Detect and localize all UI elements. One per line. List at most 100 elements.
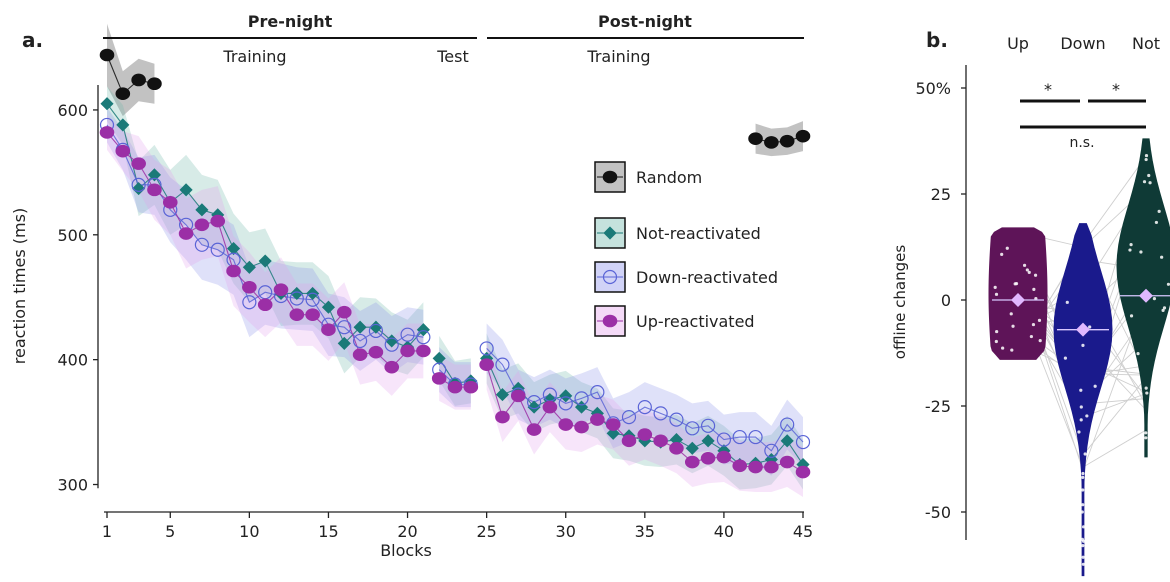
data-dot xyxy=(1081,471,1085,476)
post-night-label: Post-night xyxy=(598,12,692,31)
x-tick-label: 45 xyxy=(793,522,813,541)
up-reactivated-point xyxy=(447,380,463,394)
down-reactivated-point xyxy=(716,432,732,447)
x-tick-label: 15 xyxy=(318,522,338,541)
data-dot xyxy=(1065,300,1069,304)
up-reactivated-point xyxy=(574,420,589,434)
data-dot xyxy=(1011,324,1015,328)
down-reactivated-point xyxy=(590,385,605,400)
violin-y-axis-label: offline changes xyxy=(891,245,909,360)
up-reactivated-point xyxy=(669,442,684,455)
random-point xyxy=(795,129,811,143)
up-reactivated-point xyxy=(732,459,748,473)
not-reactivated-point xyxy=(290,286,304,301)
random-point xyxy=(147,77,162,91)
data-dot xyxy=(994,339,998,344)
not-reactivated-point xyxy=(321,300,336,314)
up-reactivated-point xyxy=(400,344,415,358)
violin-axes: 50% 25 0 -25 -50 Up Down Not xyxy=(915,34,1160,540)
not-reactivated-point xyxy=(337,336,351,350)
up-reactivated-point xyxy=(621,434,637,448)
data-dot xyxy=(1037,318,1042,322)
x-tick-label: 30 xyxy=(556,522,576,541)
random-line xyxy=(755,135,804,143)
data-dot xyxy=(1144,157,1148,162)
pre-night-training-label: Training xyxy=(222,47,286,66)
data-dot xyxy=(1139,250,1143,254)
violin-y-tick-label: 25 xyxy=(931,185,951,204)
phase-labels: Pre-night Post-night Training Test Training xyxy=(103,12,804,66)
down-reactivated-band xyxy=(486,323,803,476)
not-reactivated-point xyxy=(132,182,146,196)
sig-label-up-not: n.s. xyxy=(1069,135,1094,151)
x-tick-label: 40 xyxy=(714,522,734,541)
down-reactivated-point xyxy=(669,412,684,427)
panel-b-label: b. xyxy=(926,28,948,52)
up-reactivated-point xyxy=(305,308,320,322)
data-dot xyxy=(1005,246,1009,250)
up-reactivated-point xyxy=(416,344,431,358)
violin-y-tick-label: -25 xyxy=(925,397,951,416)
not-reactivated-point xyxy=(258,254,272,268)
data-dot xyxy=(1081,525,1086,529)
legend-item-not-reactivated: Not-reactivated xyxy=(594,217,761,249)
up-reactivated-point xyxy=(147,183,162,197)
data-dot xyxy=(1157,209,1161,213)
legend-marker xyxy=(602,314,618,328)
sig-label-down-not: * xyxy=(1112,80,1120,99)
up-reactivated-point xyxy=(242,280,257,294)
not-reactivated-point xyxy=(780,434,794,448)
down-reactivated-point xyxy=(653,406,668,421)
down-reactivated-point xyxy=(700,418,716,433)
data-dot xyxy=(1145,391,1149,395)
down-reactivated-point xyxy=(210,242,225,257)
up-reactivated-point xyxy=(479,358,494,371)
data-dot xyxy=(993,285,997,289)
violin-y-tick-label: 0 xyxy=(941,291,951,310)
data-dot xyxy=(1144,153,1149,158)
down-reactivated-point xyxy=(352,333,368,349)
significance-brackets: * * n.s. xyxy=(1020,80,1146,151)
down-reactivated-point xyxy=(637,400,652,415)
data-dot xyxy=(994,292,999,296)
not-reactivated-point xyxy=(147,168,162,182)
violin-y-tick-label: -50 xyxy=(925,503,951,522)
up-reactivated-point xyxy=(684,455,700,469)
x-axis-label: Blocks xyxy=(380,541,432,560)
down-reactivated-point xyxy=(748,429,763,445)
x-tick-label: 25 xyxy=(476,522,496,541)
legend-item-down-reactivated: Down-reactivated xyxy=(594,261,778,293)
down-reactivated-point xyxy=(305,292,320,307)
y-tick-label: 600 xyxy=(57,101,88,120)
up-reactivated-point xyxy=(131,157,146,170)
data-dot xyxy=(1147,173,1151,178)
data-dot xyxy=(1077,430,1081,434)
data-dot xyxy=(995,329,999,334)
up-reactivated-point xyxy=(321,323,336,336)
data-dot xyxy=(1022,263,1027,267)
data-dot xyxy=(1081,503,1085,507)
not-reactivated-point xyxy=(701,434,715,448)
up-reactivated-point xyxy=(226,264,241,278)
up-reactivated-point xyxy=(194,218,210,232)
data-dot xyxy=(1081,475,1085,479)
x-tick-label: 5 xyxy=(165,522,175,541)
data-dot xyxy=(1152,296,1157,301)
data-dot xyxy=(1144,386,1148,390)
data-dot xyxy=(1025,268,1029,272)
up-reactivated-point xyxy=(352,348,368,361)
data-dot xyxy=(1010,348,1014,352)
legend-label: Not-reactivated xyxy=(636,224,761,243)
not-reactivated-point xyxy=(432,351,446,365)
up-reactivated-point xyxy=(510,389,526,403)
data-dot xyxy=(1081,562,1085,566)
up-reactivated-band xyxy=(107,114,424,396)
not-reactivated-point xyxy=(116,118,130,132)
up-reactivated-point xyxy=(700,451,716,465)
legend-marker xyxy=(603,226,617,240)
pre-night-test-label: Test xyxy=(436,47,469,66)
random-point xyxy=(764,136,779,149)
legend-marker xyxy=(602,269,618,285)
up-reactivated-point xyxy=(431,372,447,385)
